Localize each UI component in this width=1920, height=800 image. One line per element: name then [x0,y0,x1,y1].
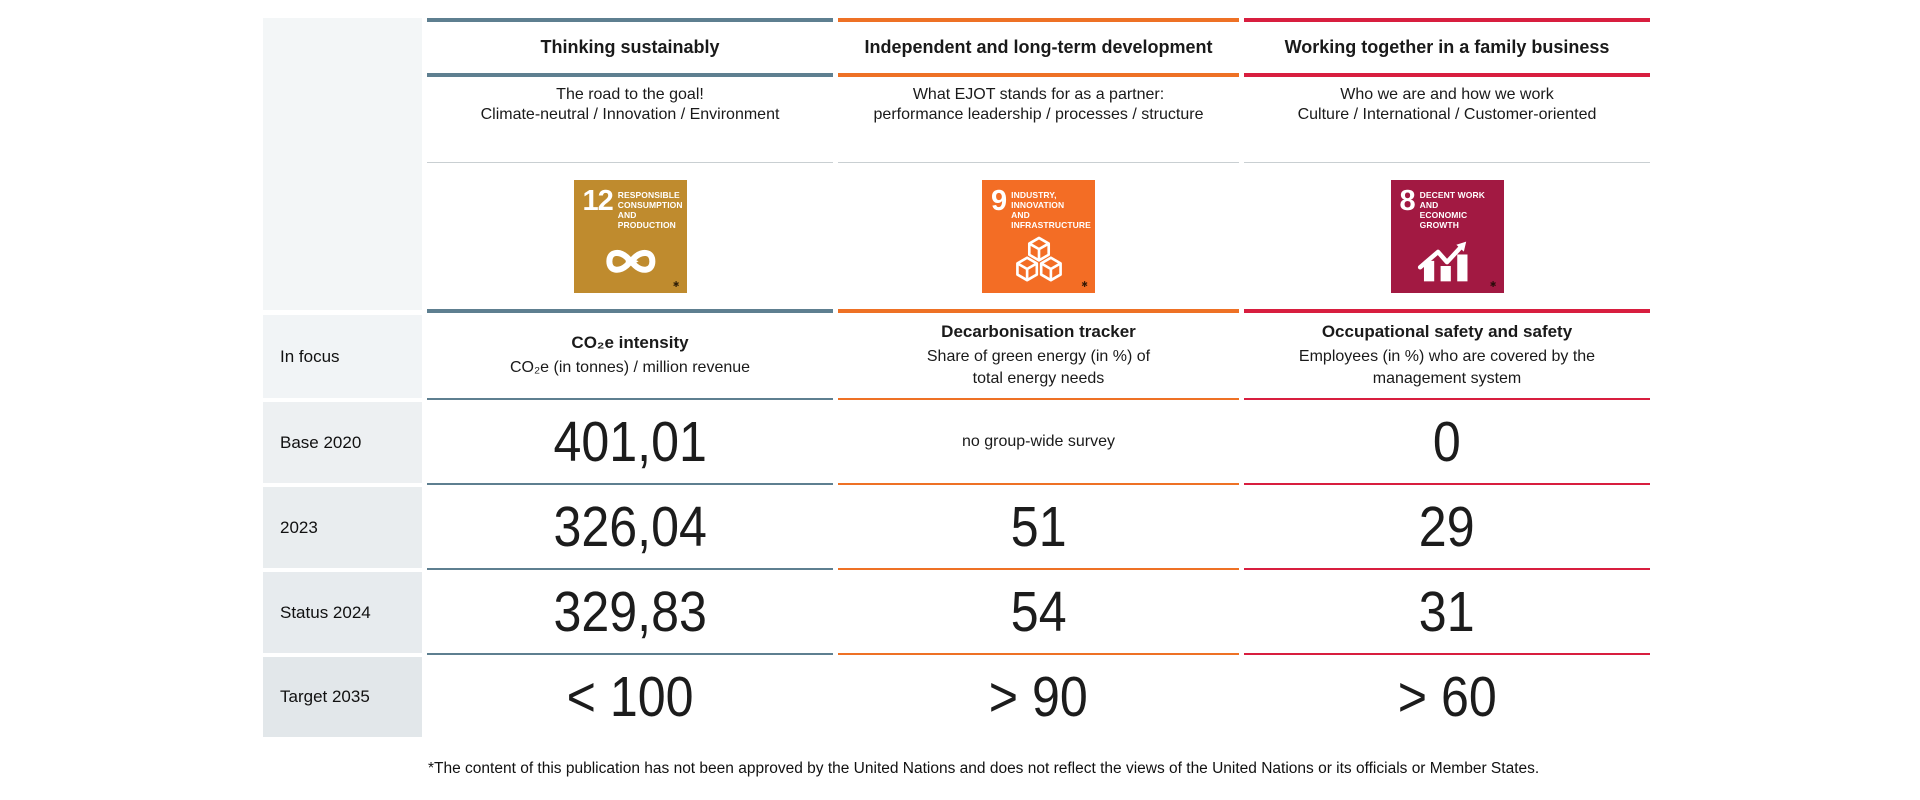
sdg-footnote-star: ✱ [1489,279,1497,289]
sdg-9-heading: 9 INDUSTRY, INNOVATION AND INFRASTRUCTUR… [982,180,1095,231]
cubes-icon [1015,236,1062,282]
column-header-thinking-sustainably: Thinking sustainably [427,18,833,77]
sdg-icon-cell: 9 INDUSTRY, INNOVATION AND INFRASTRUCTUR… [838,163,1239,313]
sdg-title: RESPONSIBLE CONSUMPTION AND PRODUCTION [617,189,683,231]
in-focus-title: Occupational safety and safety [1321,321,1573,341]
row-label-base-2020: Base 2020 [263,402,422,483]
value-number: 0 [1433,409,1461,474]
value-number: > 60 [1397,665,1497,729]
in-focus-description: Employees (in %) who are covered by the … [1298,347,1596,387]
sdg-icon-cell: 12 RESPONSIBLE CONSUMPTION AND PRODUCTIO… [427,163,833,313]
in-focus-title: CO₂e intensity [571,332,689,352]
sdg-icon-cell: 8 DECENT WORK AND ECONOMIC GROWTH ✱ [1244,163,1650,313]
value-cell-base-2020: 0 [1244,400,1650,485]
in-focus-cell: Occupational safety and safety Employees… [1244,313,1650,400]
value-cell-target-2035: > 60 [1244,655,1650,739]
value-number: 29 [1419,494,1475,559]
value-text: no group-wide survey [962,432,1115,450]
in-focus-title: Decarbonisation tracker [941,321,1136,341]
sdg-number: 8 [1399,184,1416,217]
value-number: 31 [1419,579,1475,644]
column-header-independent-development: Independent and long-term development [838,18,1239,77]
value-number: 329,83 [553,579,707,644]
value-number: 51 [1010,494,1067,559]
growth-chart-icon [1417,241,1468,282]
row-label-status-2024: Status 2024 [263,572,422,653]
row-label-2023: 2023 [263,487,422,568]
value-number: 326,04 [553,494,707,559]
in-focus-cell: CO₂e intensity CO₂e (in tonnes) / millio… [427,313,833,400]
sdg-12-icon: 12 RESPONSIBLE CONSUMPTION AND PRODUCTIO… [573,179,687,293]
sdg-title: DECENT WORK AND ECONOMIC GROWTH [1419,189,1485,231]
sdg-footnote-star: ✱ [672,279,680,289]
in-focus-description: CO₂e (in tonnes) / million revenue [509,358,751,376]
value-number: 54 [1010,579,1067,644]
column-subtitle: The road to the goal! Climate-neutral / … [427,77,833,163]
sdg-footnote-star: ✱ [1081,279,1088,289]
column-header-family-business: Working together in a family business [1244,18,1650,77]
sdg-12-heading: 12 RESPONSIBLE CONSUMPTION AND PRODUCTIO… [574,180,687,231]
sdg-title: INDUSTRY, INNOVATION AND INFRASTRUCTURE [1011,189,1091,231]
in-focus-description: Share of green energy (in %) of total en… [926,347,1151,387]
row-label-target-2035: Target 2035 [263,657,422,737]
value-number: > 90 [988,665,1089,729]
un-disclaimer-footnote: *The content of this publication has not… [428,760,1540,777]
value-cell-target-2035: < 100 [427,655,833,739]
value-cell-2023: 326,04 [427,485,833,570]
column-subtitle: Who we are and how we work Culture / Int… [1244,77,1650,163]
infinity-loop-icon [606,250,656,273]
value-cell-status-2024: 329,83 [427,570,833,655]
value-cell-2023: 51 [838,485,1239,570]
value-number: < 100 [566,665,694,729]
row-label-spacer [263,18,422,310]
value-number: 401,01 [553,409,707,474]
sdg-number: 9 [991,184,1007,217]
in-focus-cell: Decarbonisation tracker Share of green e… [838,313,1239,400]
sdg-8-heading: 8 DECENT WORK AND ECONOMIC GROWTH [1391,180,1504,231]
value-cell-status-2024: 31 [1244,570,1650,655]
sdg-number: 12 [582,184,614,217]
sustainability-kpi-table: In focus Base 2020 2023 Status 2024 Targ… [263,18,1650,739]
sdg-8-icon: 8 DECENT WORK AND ECONOMIC GROWTH ✱ [1390,179,1504,293]
value-cell-base-2020: no group-wide survey [838,400,1239,485]
row-label-in-focus: In focus [263,315,422,398]
value-cell-base-2020: 401,01 [427,400,833,485]
column-subtitle: What EJOT stands for as a partner: perfo… [838,77,1239,163]
value-cell-target-2035: > 90 [838,655,1239,739]
value-cell-2023: 29 [1244,485,1650,570]
value-cell-status-2024: 54 [838,570,1239,655]
sdg-9-icon: 9 INDUSTRY, INNOVATION AND INFRASTRUCTUR… [982,179,1095,293]
